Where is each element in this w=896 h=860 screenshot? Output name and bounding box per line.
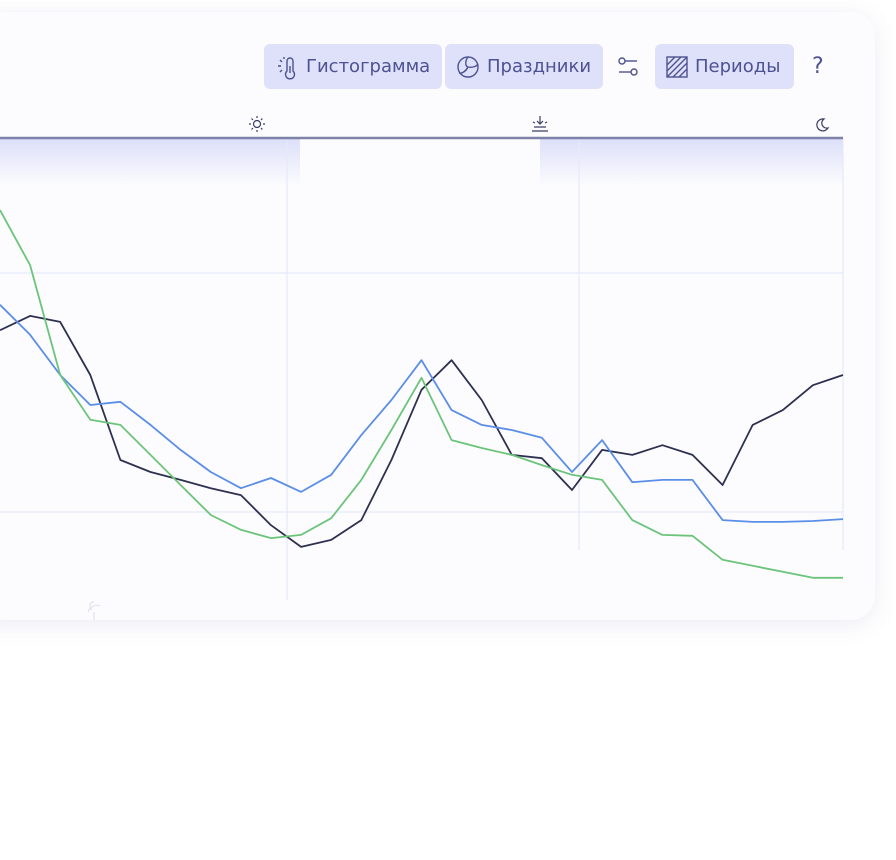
holidays-button[interactable]: Праздники bbox=[445, 44, 603, 89]
series-line bbox=[0, 304, 844, 523]
button-label: Праздники bbox=[487, 56, 592, 77]
button-label: Периоды bbox=[695, 56, 781, 77]
daytime-icons bbox=[249, 116, 830, 132]
hatch-icon bbox=[666, 55, 688, 78]
periods-button[interactable]: Периоды bbox=[655, 44, 794, 89]
grid bbox=[0, 138, 844, 600]
ball-icon bbox=[457, 55, 479, 78]
period-shade bbox=[540, 138, 843, 186]
button-label: Гистограмма bbox=[306, 56, 431, 77]
plant-icon bbox=[87, 601, 101, 620]
period-shade bbox=[0, 138, 300, 186]
help-button[interactable]: ? bbox=[812, 54, 824, 79]
chart-card bbox=[0, 12, 875, 620]
series-line bbox=[0, 315, 844, 548]
histogram-button[interactable]: Гистограмма bbox=[264, 44, 442, 89]
thermo-icon bbox=[278, 56, 296, 79]
filter-icon[interactable] bbox=[616, 56, 640, 78]
series-line bbox=[0, 209, 843, 579]
chart bbox=[0, 116, 844, 620]
